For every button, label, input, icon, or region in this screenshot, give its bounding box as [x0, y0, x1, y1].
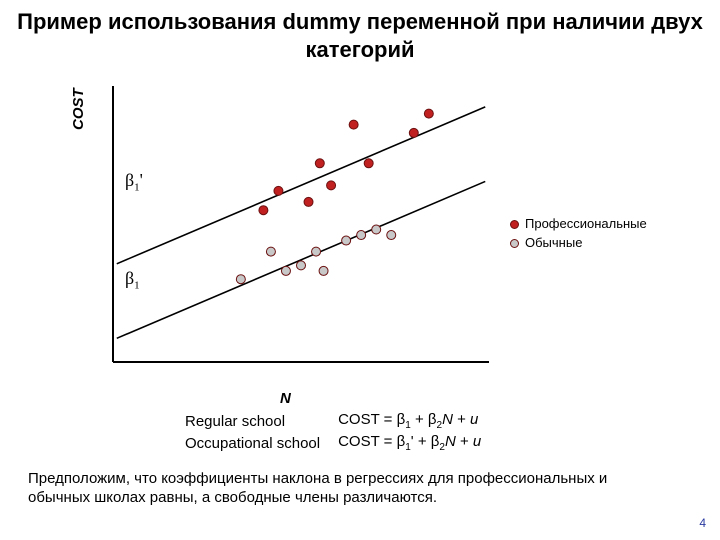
chart-area: [95, 80, 495, 380]
cost-formula: COST = β1' + β2N + u: [338, 432, 499, 454]
legend: ПрофессиональныеОбычные: [510, 215, 647, 253]
beta-label: β1: [125, 268, 140, 292]
legend-label: Обычные: [525, 234, 582, 253]
legend-item: Обычные: [510, 234, 647, 253]
legend-marker-icon: [510, 220, 519, 229]
page-title: Пример использования dummy переменной пр…: [0, 8, 720, 63]
x-axis-label: N: [280, 390, 291, 407]
school-type-label: Regular school: [185, 410, 338, 432]
page-number: 4: [699, 516, 706, 530]
school-type-label: Occupational school: [185, 432, 338, 454]
body-paragraph: Предположим, что коэффициенты наклона в …: [28, 470, 668, 508]
legend-label: Профессиональные: [525, 215, 647, 234]
beta-label: β1': [125, 170, 143, 194]
equations-block: Regular schoolCOST = β1 + β2N + uOccupat…: [185, 410, 499, 454]
scatter-chart: [95, 80, 495, 380]
cost-formula: COST = β1 + β2N + u: [338, 410, 499, 432]
y-axis-label: COST: [70, 88, 87, 130]
equation-row: Regular schoolCOST = β1 + β2N + u: [185, 410, 499, 432]
legend-marker-icon: [510, 239, 519, 248]
equation-row: Occupational schoolCOST = β1' + β2N + u: [185, 432, 499, 454]
legend-item: Профессиональные: [510, 215, 647, 234]
